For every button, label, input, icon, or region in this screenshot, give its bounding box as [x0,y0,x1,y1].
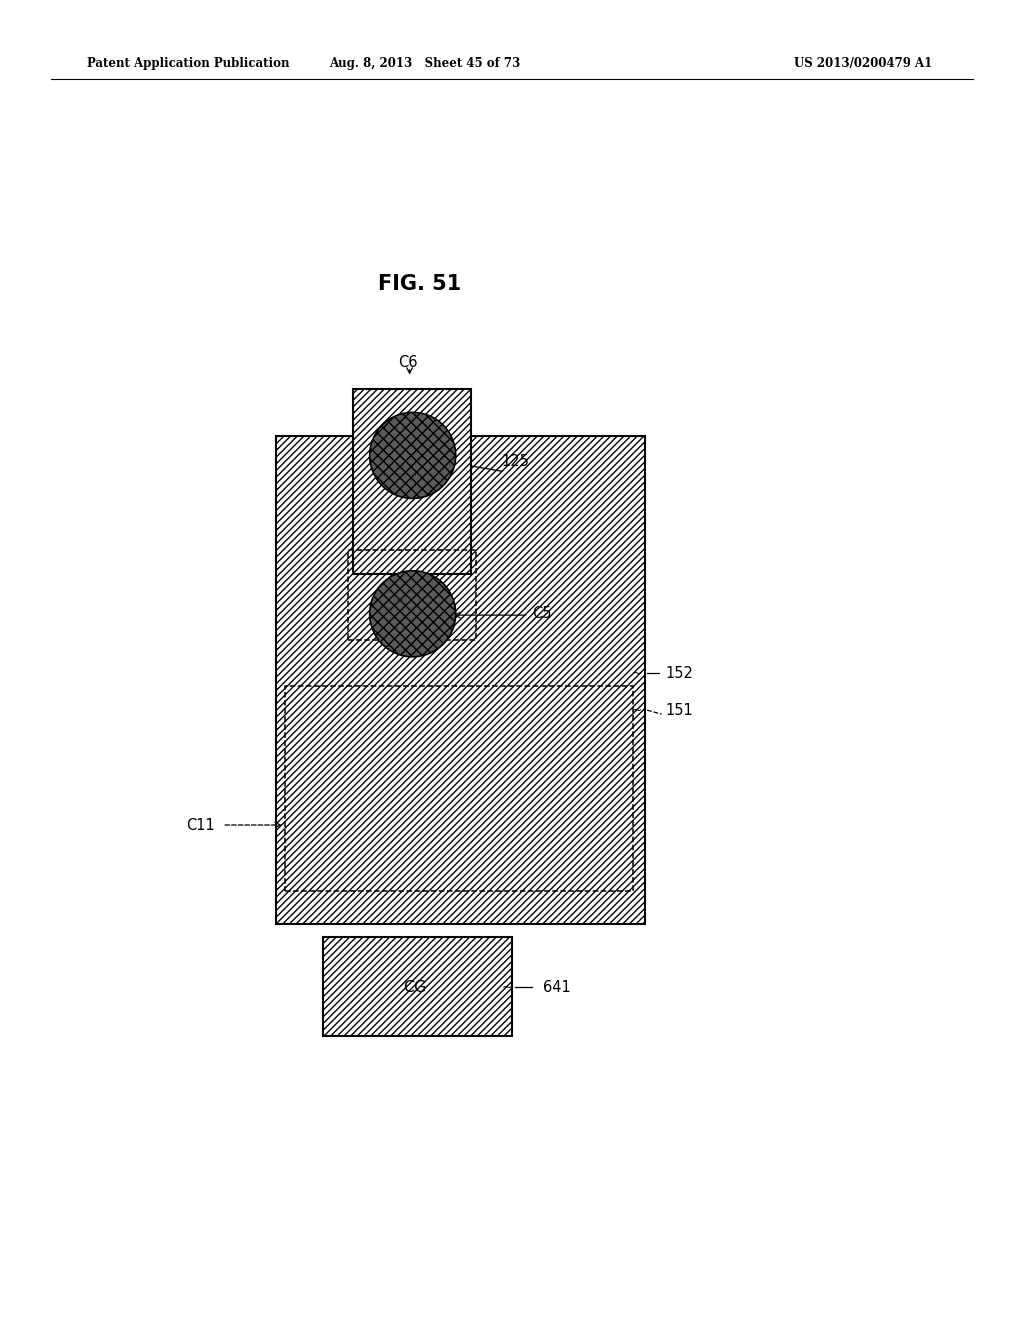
Text: ~: ~ [632,667,642,680]
Text: Aug. 8, 2013   Sheet 45 of 73: Aug. 8, 2013 Sheet 45 of 73 [330,57,520,70]
Bar [353,389,471,574]
Text: Patent Application Publication: Patent Application Publication [87,57,290,70]
Text: 641: 641 [543,979,570,995]
Bar [276,436,645,924]
Ellipse shape [370,412,456,499]
Text: ~: ~ [632,704,642,717]
Bar [323,937,512,1036]
Ellipse shape [370,570,456,657]
Text: 152: 152 [666,665,693,681]
Text: ~: ~ [502,981,512,994]
Text: C11: C11 [186,817,215,833]
Text: US 2013/0200479 A1: US 2013/0200479 A1 [794,57,932,70]
Text: 151: 151 [666,702,693,718]
Bar [285,686,633,891]
Text: C5: C5 [532,606,552,622]
Ellipse shape [370,412,456,499]
Text: 125: 125 [502,454,529,470]
Text: FIG. 51: FIG. 51 [378,273,462,294]
Text: CG: CG [403,979,426,995]
Bar [348,550,476,640]
Ellipse shape [370,570,456,657]
Text: C6: C6 [397,355,418,370]
